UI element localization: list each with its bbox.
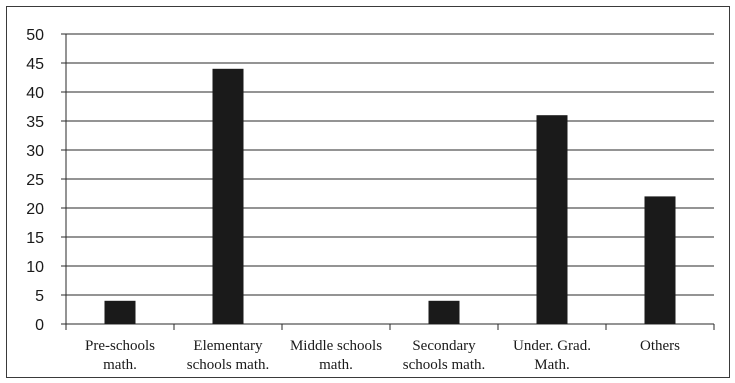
bar bbox=[428, 300, 460, 324]
y-tick-label: 0 bbox=[35, 317, 44, 334]
bars bbox=[104, 68, 676, 324]
y-tick-label: 50 bbox=[26, 27, 44, 44]
y-tick-label: 20 bbox=[26, 201, 44, 218]
x-tick-label: Middle schools bbox=[290, 338, 382, 354]
x-tick-label: Others bbox=[640, 338, 680, 354]
gridlines bbox=[61, 33, 714, 325]
y-tick-label: 25 bbox=[26, 172, 44, 189]
x-tick-label: Math. bbox=[534, 357, 569, 373]
bar bbox=[536, 115, 568, 324]
bar bbox=[644, 196, 676, 324]
y-tick-label: 40 bbox=[26, 85, 44, 102]
x-tick-label: math. bbox=[103, 357, 137, 373]
bar bbox=[104, 300, 136, 324]
x-tick-label: Elementary bbox=[193, 338, 263, 354]
y-tick-label: 45 bbox=[26, 56, 44, 73]
y-tick-label: 5 bbox=[35, 288, 44, 305]
x-tick-label: schools math. bbox=[187, 357, 270, 373]
x-tick-label: schools math. bbox=[403, 357, 486, 373]
x-tick-label: Pre-schools bbox=[85, 338, 155, 354]
x-tick-label: Secondary bbox=[412, 338, 476, 354]
y-tick-label: 35 bbox=[26, 114, 44, 131]
x-tick-label: math. bbox=[319, 357, 353, 373]
y-axis: 0 5 10 15 20 25 30 35 40 45 50 bbox=[26, 27, 67, 334]
y-tick-label: 30 bbox=[26, 143, 44, 160]
x-tick-label: Under. Grad. bbox=[513, 338, 591, 354]
bar bbox=[212, 68, 244, 324]
y-tick-label: 10 bbox=[26, 259, 44, 276]
y-tick-label: 15 bbox=[26, 230, 44, 247]
x-axis: Pre-schools math. Elementary schools math. M… bbox=[65, 324, 715, 373]
